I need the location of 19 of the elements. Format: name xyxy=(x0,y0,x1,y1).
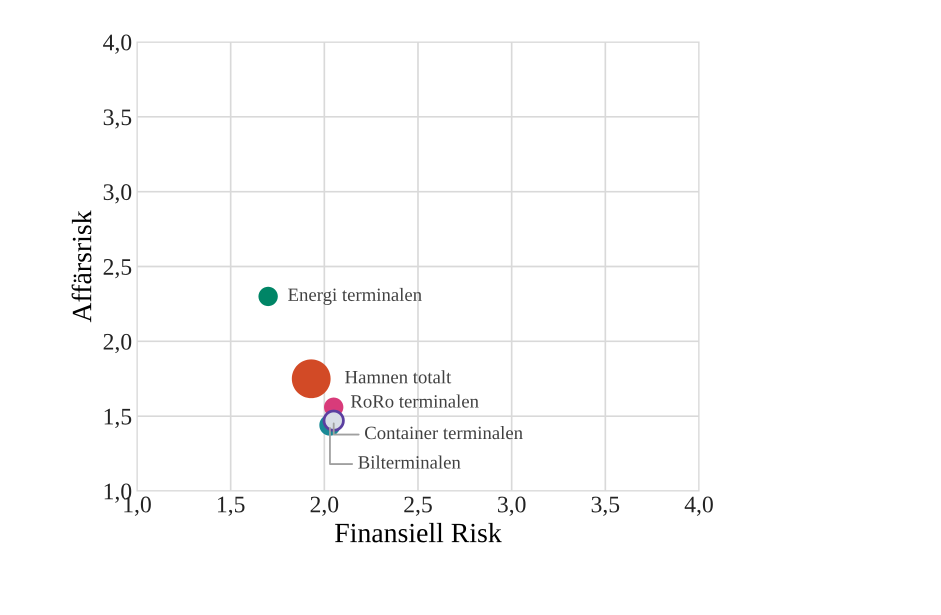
y-tick-label: 3,5 xyxy=(104,109,132,129)
y-tick-label: 4,0 xyxy=(103,34,132,54)
y-tick-label: 1,5 xyxy=(104,408,132,428)
series-label: Hamnen totalt xyxy=(345,370,452,384)
series-label: Energi terminalen xyxy=(288,288,422,305)
y-tick-label: 2,0 xyxy=(104,334,132,354)
series-label: Container terminalen xyxy=(365,426,523,440)
y-tick-label: 2,5 xyxy=(104,259,132,278)
y-axis-title: Affärsrisk xyxy=(72,210,92,322)
series-label: RoRo terminalen xyxy=(350,394,479,408)
x-tick-label: 3,5 xyxy=(592,496,620,516)
series-label: Bilterminalen xyxy=(358,456,461,469)
x-axis-title: Finansiell Risk xyxy=(335,522,502,542)
x-tick-label: 1,5 xyxy=(218,496,244,516)
x-tick-label: 3,0 xyxy=(498,496,526,516)
x-tick-label: 4,0 xyxy=(684,496,713,516)
x-tick-label: 2,0 xyxy=(310,496,338,516)
y-tick-label: 3,0 xyxy=(104,184,132,204)
x-tick-label: 2,5 xyxy=(404,496,432,516)
